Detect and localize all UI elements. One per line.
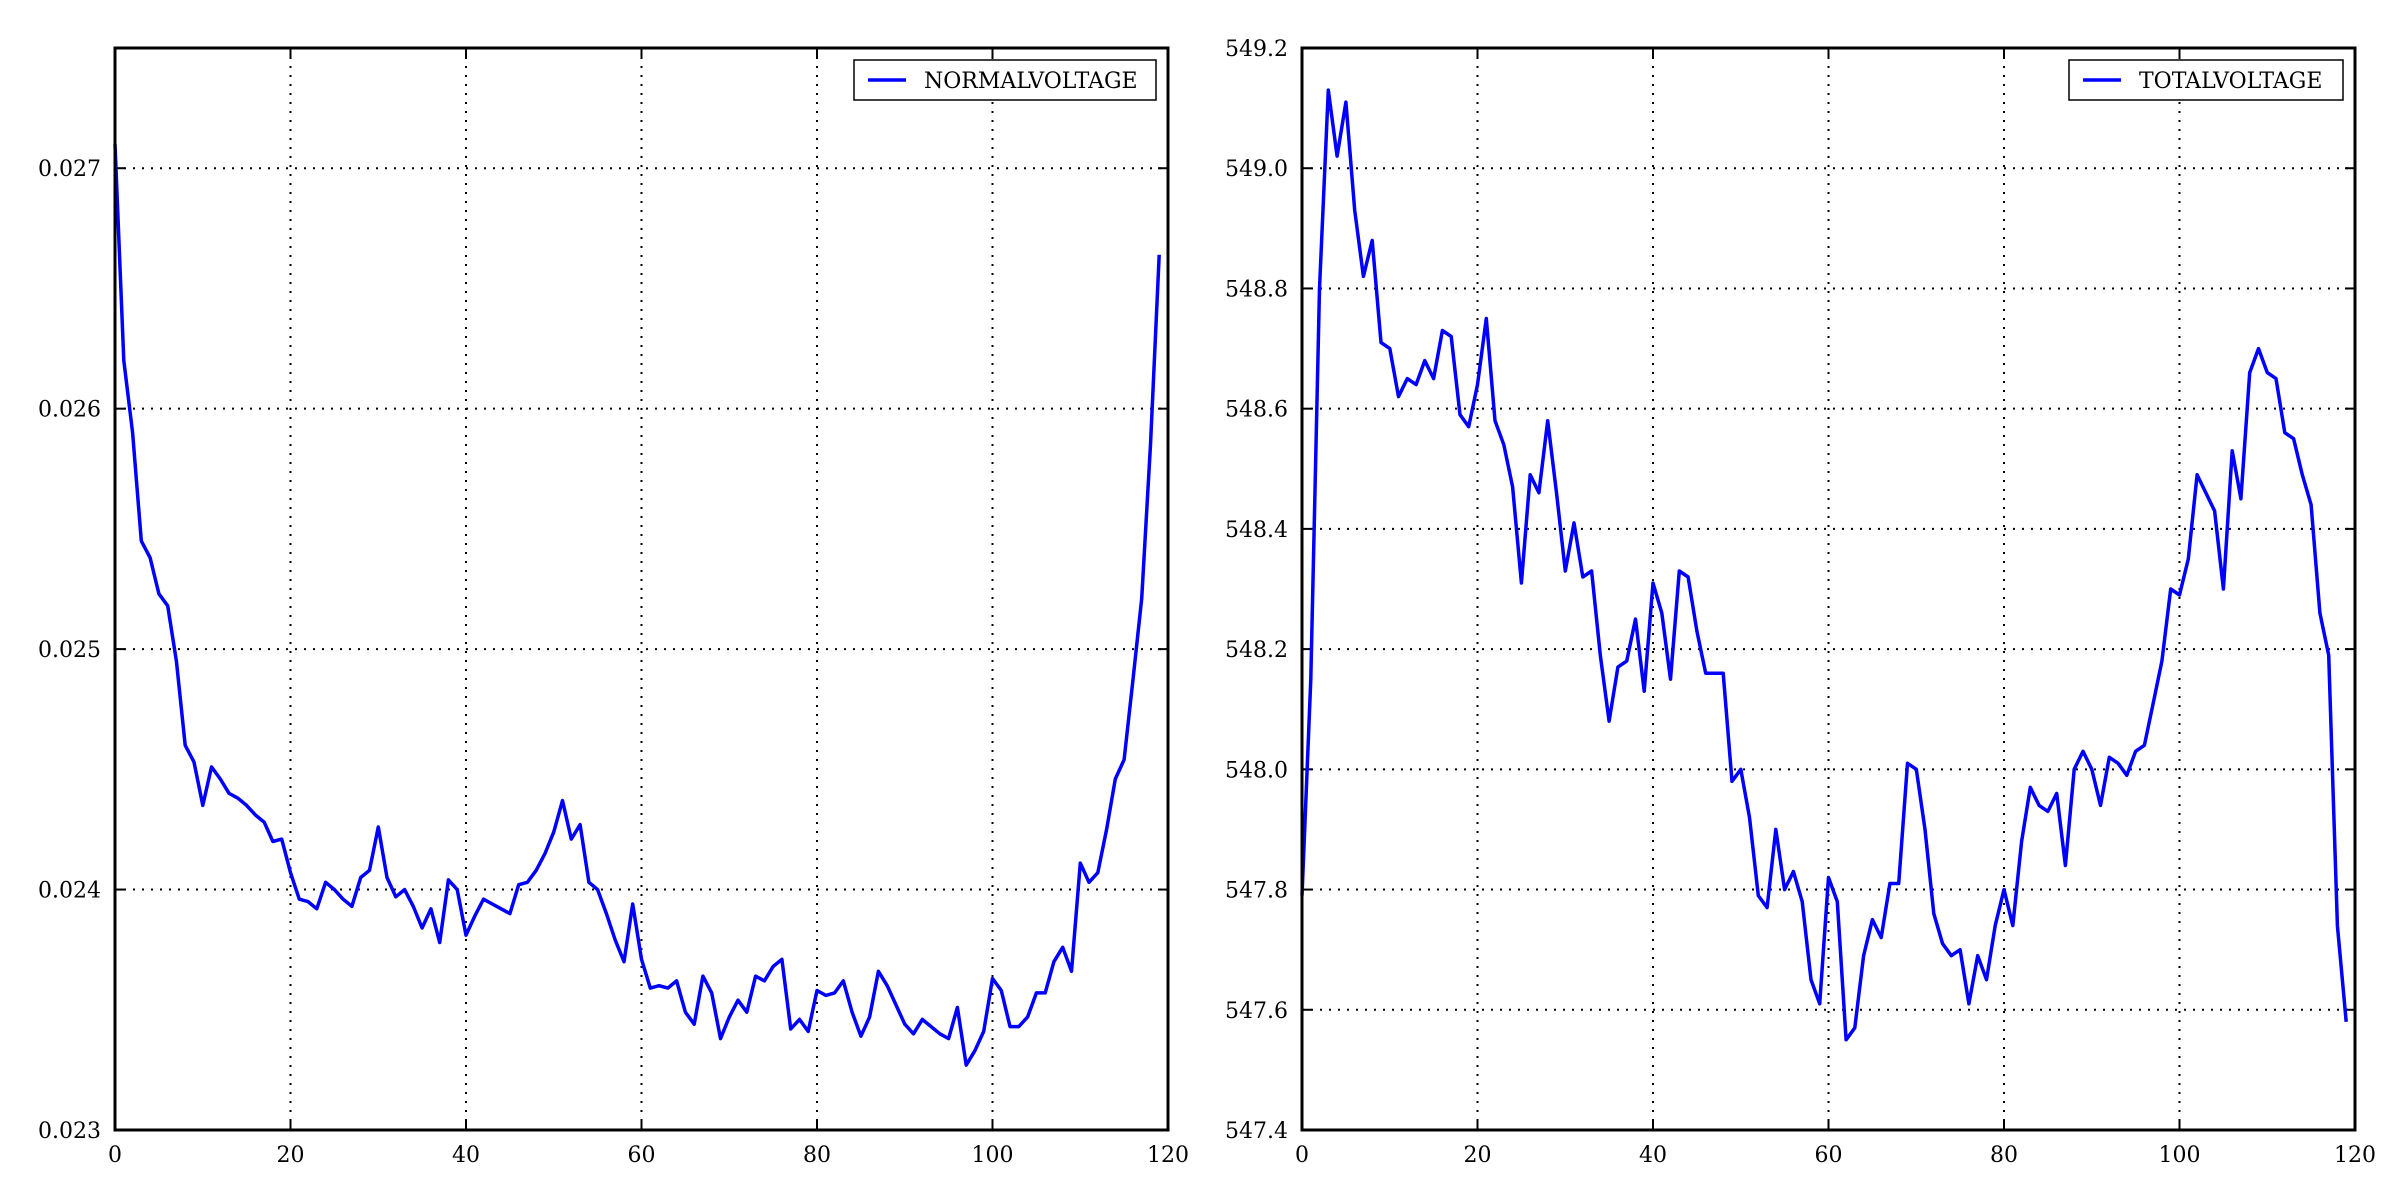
y-tick-label: 548.8 [1225,277,1288,302]
x-tick-label: 20 [277,1143,305,1168]
x-tick-label: 100 [2159,1143,2201,1168]
x-tick-label: 80 [1990,1143,2018,1168]
y-tick-label: 548.4 [1225,518,1288,543]
y-tick-label: 548.2 [1225,638,1288,663]
x-tick-label: 20 [1464,1143,1492,1168]
chart-panel-1: 0 20 40 60 80 100 120 0.023 0.024 0.025 0.026 0.027… [38,46,1189,1168]
y-tick-label: 549.2 [1225,37,1288,62]
y-tick-label: 547.6 [1225,999,1288,1024]
x-tick-label: 120 [2334,1143,2376,1168]
axes-frame [113,46,1170,1132]
y-tick-label: 0.024 [38,879,101,904]
x-tick-label: 0 [108,1143,122,1168]
x-tick-label: 0 [1295,1143,1309,1168]
y-tick-label: 0.025 [38,638,101,663]
legend-label: NORMALVOLTAGE [924,69,1138,94]
x-tick-label: 60 [1815,1143,1843,1168]
x-tick-label: 40 [452,1143,480,1168]
x-tick-label: 120 [1147,1143,1189,1168]
chart-panel-2: 0 20 40 60 80 100 120 547.4 547.6 547.8 548.0 548.2… [1225,37,2376,1168]
legend-label: TOTALVOLTAGE [2139,69,2322,94]
y-tick-label: 0.027 [38,157,101,182]
y-tick-label: 548.6 [1225,398,1288,423]
series-line-totalvoltage [1300,88,2348,1042]
y-tick-label: 547.8 [1225,879,1288,904]
x-tick-label: 100 [972,1143,1014,1168]
y-tick-label: 549.0 [1225,157,1288,182]
y-tick-label: 0.023 [38,1119,101,1144]
x-tick-label: 60 [628,1143,656,1168]
y-tick-label: 547.4 [1225,1119,1288,1144]
axes-frame [1300,46,2357,1132]
x-tick-label: 40 [1639,1143,1667,1168]
series-line-normalvoltage [113,144,1161,1067]
x-tick-label: 80 [803,1143,831,1168]
y-tick-label: 0.026 [38,398,101,423]
y-tick-label: 548.0 [1225,758,1288,783]
